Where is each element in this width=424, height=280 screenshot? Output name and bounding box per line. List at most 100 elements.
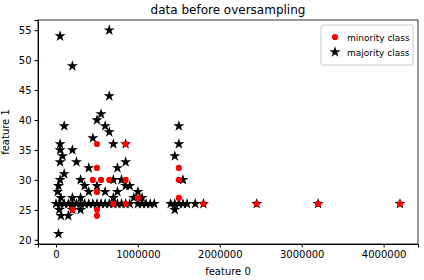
point — [135, 195, 141, 201]
point — [198, 198, 209, 209]
point — [69, 207, 75, 213]
point — [176, 177, 182, 183]
point — [123, 141, 129, 147]
legend-item: majority class — [329, 46, 409, 57]
x-tick-label: 4000000 — [362, 249, 407, 260]
legend-marker — [329, 46, 340, 57]
point — [67, 144, 78, 155]
point — [83, 162, 94, 173]
point — [254, 201, 260, 207]
point — [173, 120, 184, 131]
point — [176, 195, 182, 201]
x-tick-mark — [302, 244, 303, 248]
point — [67, 60, 78, 71]
y-label: feature 1 — [0, 109, 11, 155]
x-axis-line — [39, 245, 419, 248]
point — [112, 162, 123, 173]
x-tick: 3000000 — [280, 244, 325, 260]
point — [110, 201, 116, 207]
x-tick: 4000000 — [362, 244, 407, 260]
point — [149, 198, 160, 209]
y-tick-label: 45 — [19, 85, 32, 96]
point — [123, 201, 129, 207]
y-tick-mark — [35, 120, 39, 121]
y-tick: 30 — [19, 175, 38, 186]
point — [55, 30, 66, 41]
point — [108, 138, 119, 149]
x-tick-mark — [220, 244, 221, 248]
point — [182, 198, 193, 209]
point — [112, 186, 123, 197]
point — [55, 144, 66, 155]
point — [104, 24, 115, 35]
point — [94, 165, 100, 171]
y-tick-mark — [35, 240, 39, 241]
x-tick-label: 3000000 — [280, 249, 325, 260]
point — [75, 192, 86, 203]
x-tick: 0 — [53, 244, 59, 260]
y-tick: 40 — [19, 115, 38, 126]
y-tick-label: 20 — [19, 235, 32, 246]
x-axis: 0 1000000 2000000 3000000 4000000 — [39, 244, 419, 260]
point — [57, 150, 68, 161]
point — [83, 186, 94, 197]
point — [55, 174, 66, 185]
y-tick-mark — [35, 30, 39, 31]
legend: minority class majority class — [321, 25, 413, 65]
legend-label: majority class — [347, 48, 410, 58]
plot: 0 1000000 2000000 3000000 4000000 20 25 30 35 40 4… — [19, 20, 419, 260]
legend-item: minority class — [332, 33, 410, 43]
y-tick: 35 — [19, 145, 38, 156]
point — [104, 126, 115, 137]
point — [200, 201, 206, 207]
x-tick: 1000000 — [116, 244, 161, 260]
point — [71, 156, 82, 167]
point — [394, 198, 405, 209]
point — [176, 165, 182, 171]
point — [55, 192, 66, 203]
x-tick-mark — [56, 244, 57, 248]
y-tick-mark — [35, 210, 39, 211]
chart: 0 1000000 2000000 3000000 4000000 20 25 30 35 40 4… — [0, 0, 424, 280]
point — [94, 189, 100, 195]
x-tick-label: 1000000 — [116, 249, 161, 260]
y-tick-mark — [35, 90, 39, 91]
point — [169, 150, 180, 161]
point — [120, 138, 131, 149]
point — [67, 192, 78, 203]
y-tick-label: 50 — [19, 55, 32, 66]
point — [53, 228, 64, 239]
y-tick-mark — [35, 150, 39, 151]
x-tick: 2000000 — [198, 244, 243, 260]
point — [75, 204, 86, 215]
point — [315, 201, 321, 207]
point — [104, 90, 115, 101]
point — [55, 156, 66, 167]
plot-frame — [38, 20, 418, 244]
legend-box — [321, 25, 413, 65]
x-tick-label: 2000000 — [198, 249, 243, 260]
x-label: feature 0 — [205, 266, 251, 277]
y-tick: 45 — [19, 85, 38, 96]
y-tick-label: 35 — [19, 145, 32, 156]
point — [94, 141, 100, 147]
point — [169, 204, 180, 215]
x-tick-mark — [138, 244, 139, 248]
point — [397, 201, 403, 207]
x-tick-mark — [384, 244, 385, 248]
point — [123, 177, 129, 183]
point — [106, 177, 112, 183]
point — [313, 198, 324, 209]
point — [100, 186, 111, 197]
y-tick: 50 — [19, 55, 38, 66]
y-tick: 55 — [19, 25, 38, 36]
legend-label: minority class — [347, 33, 410, 43]
x-tick-label: 0 — [53, 249, 59, 260]
title: data before oversampling — [151, 3, 306, 17]
y-tick: 25 — [19, 205, 38, 216]
point — [94, 213, 100, 219]
y-tick-label: 55 — [19, 25, 32, 36]
y-tick: 20 — [19, 235, 38, 246]
point — [90, 177, 96, 183]
point — [54, 204, 65, 215]
